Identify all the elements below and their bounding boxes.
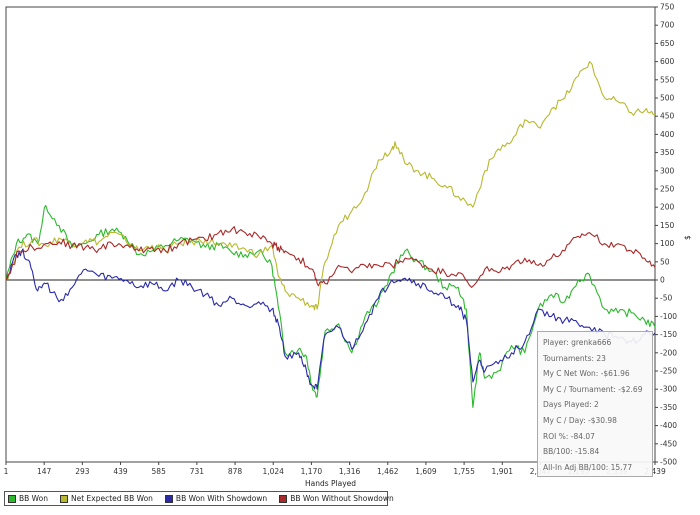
series-line-bb-won-without-showdown	[5, 226, 656, 288]
legend-swatch	[8, 494, 16, 503]
legend-item-bb-won[interactable]: BB Won	[8, 494, 48, 503]
legend-label: Net Expected BB Won	[71, 494, 153, 503]
plot-frame	[5, 6, 656, 463]
y-tick-label: 600	[660, 57, 675, 66]
y-tick-label: 300	[660, 166, 675, 175]
y-tick-label: -400	[660, 421, 677, 430]
x-tick-label: 1,316	[339, 467, 361, 476]
y-tick-label: 650	[660, 39, 675, 48]
x-tick-label: 1,609	[415, 467, 437, 476]
y-tick-label: -350	[660, 403, 677, 412]
series-line-bb-won	[5, 204, 656, 408]
x-tick-label: 1,024	[262, 467, 284, 476]
y-tick-label: -50	[660, 294, 672, 303]
stat-days-played: Days Played: 2	[543, 400, 599, 410]
x-tick-label: 585	[152, 467, 167, 476]
x-tick-label: 1,901	[492, 467, 514, 476]
stats-tooltip: Player: grenka666 Tournaments: 23 My C N…	[537, 331, 653, 477]
y-tick-label: 100	[660, 239, 675, 248]
y-tick-label: 750	[660, 3, 675, 12]
x-tick-label: 2,439	[644, 467, 666, 476]
y-tick-label: -300	[660, 385, 677, 394]
y-tick-label: 200	[660, 203, 675, 212]
series-line-bb-won-with-showdown	[5, 248, 656, 390]
legend-swatch	[60, 494, 68, 503]
stat-roi: ROI %: -84.07	[543, 431, 595, 441]
x-tick-label: 439	[113, 467, 128, 476]
y-tick-label: -200	[660, 348, 677, 357]
legend-item-net-expected[interactable]: Net Expected BB Won	[60, 494, 153, 503]
plot-border	[5, 6, 656, 463]
stat-per-day: My C / Day: -$30.98	[543, 415, 617, 425]
x-tick-label: 731	[190, 467, 205, 476]
y-tick-label: -150	[660, 330, 677, 339]
stat-player: Player: grenka666	[543, 338, 612, 347]
legend-item-without-showdown[interactable]: BB Won Without Showdown	[279, 494, 394, 503]
x-tick-label: 1,462	[377, 467, 399, 476]
legend: BB Won Net Expected BB Won BB Won With S…	[4, 491, 394, 506]
y-tick-label: 250	[660, 185, 675, 194]
y-tick-label: 400	[660, 130, 675, 139]
chart: 7507006506005505004504003503002502001501…	[4, 3, 692, 489]
x-tick-label: 1,170	[301, 467, 323, 476]
y-axis-ticks: 7507006506005505004504003503002502001501…	[655, 3, 677, 467]
y-tick-label: 0	[660, 276, 665, 285]
stat-tournaments: Tournaments: 23	[543, 353, 606, 363]
stat-per-tournament: My C / Tournament: -$2.69	[543, 384, 643, 394]
y-tick-label: 550	[660, 75, 675, 84]
x-axis-label: Hands Played	[305, 479, 356, 488]
y-tick-label: 50	[660, 257, 670, 266]
y-tick-label: 500	[660, 94, 675, 103]
y-tick-label: 700	[660, 21, 675, 30]
y-axis-label: $	[683, 235, 692, 240]
legend-item-with-showdown[interactable]: BB Won With Showdown	[164, 494, 268, 503]
y-tick-label: -500	[660, 458, 677, 467]
y-tick-label: 450	[660, 112, 675, 121]
y-tick-label: 150	[660, 221, 675, 230]
x-tick-label: 878	[228, 467, 243, 476]
y-tick-label: -450	[660, 439, 677, 448]
y-tick-label: -100	[660, 312, 677, 321]
legend-label: BB Won Without Showdown	[290, 494, 394, 503]
x-tick-label: 293	[75, 467, 90, 476]
legend-swatch	[279, 494, 288, 503]
x-tick-label: 147	[37, 467, 52, 476]
legend-label: BB Won	[19, 494, 48, 503]
x-tick-label: 1	[4, 467, 9, 476]
stat-allin-bb100: All-In Adj BB/100: 15.77	[543, 462, 633, 472]
y-tick-label: -250	[660, 367, 677, 376]
y-tick-label: 350	[660, 148, 675, 157]
series-lines	[5, 61, 656, 408]
x-tick-label: 1,755	[453, 467, 475, 476]
series-line-net-expected-bb-won	[5, 61, 656, 311]
stat-net-won: My C Net Won: -$61.96	[543, 369, 630, 379]
legend-swatch	[164, 494, 173, 503]
stat-bb100: BB/100: -15.84	[543, 447, 600, 457]
legend-label: BB Won With Showdown	[175, 494, 268, 503]
